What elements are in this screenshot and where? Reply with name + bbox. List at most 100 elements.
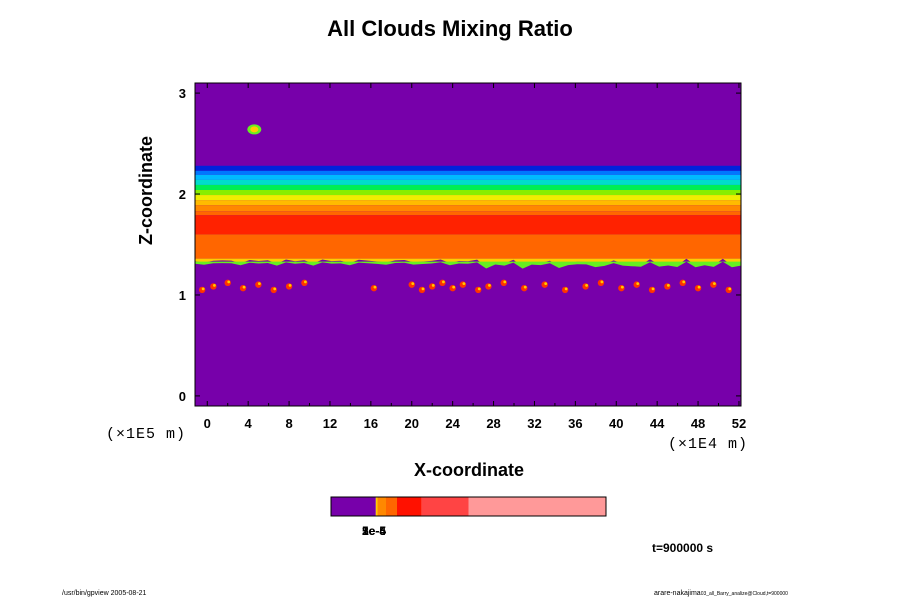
cloud-cell	[485, 283, 492, 290]
cloud-cell	[301, 279, 308, 287]
y-tick-label-3: 3	[179, 86, 186, 101]
colorbar-segment-0	[331, 497, 376, 516]
y-axis-multiplier: (×1E5 m)	[106, 426, 187, 443]
cloud-cell	[285, 283, 293, 290]
cloud-cell-core	[694, 284, 702, 292]
cloud-cell-core	[521, 284, 528, 292]
cloud-cell-core	[541, 281, 548, 288]
cloud-cell	[694, 284, 702, 292]
cloud-cell-rim	[544, 282, 548, 286]
cloud-cell-rim	[411, 282, 415, 286]
cloud-cell-core	[210, 283, 217, 290]
cloud-cell	[664, 283, 671, 290]
cloud-cell-rim	[273, 287, 277, 291]
cloud-cell-core	[725, 286, 732, 294]
cloud-cell-rim	[257, 282, 261, 286]
cloud-cell	[597, 279, 605, 287]
cloud-cell-core	[370, 284, 378, 292]
footer-left: /usr/bin/gpview 2005-08-21	[62, 590, 147, 597]
cloud-cell	[270, 286, 277, 294]
cloud-cell-rim	[585, 283, 588, 287]
cloud-band-5	[195, 189, 741, 196]
cloud-cell-core	[485, 283, 492, 290]
cloud-cell-rim	[651, 287, 655, 291]
cloud-cell-core	[255, 281, 262, 288]
colorbar-frame	[330, 496, 607, 517]
cloud-band-9	[195, 211, 741, 216]
x-tick-label-12: 48	[691, 416, 705, 431]
cloud-cell-rim	[666, 283, 670, 287]
cloud-cell-rim	[421, 287, 425, 291]
cloud-cell-core	[597, 279, 605, 287]
cloud-cell	[618, 284, 625, 292]
cloud-cell-core	[198, 286, 206, 294]
cloud-cell-core	[301, 279, 308, 287]
cloud-cell-rim	[304, 280, 307, 284]
time-annotation: t=900000 s	[652, 541, 714, 555]
cloud-cell	[582, 283, 589, 290]
colorbar-label-0: 1e-5	[362, 524, 386, 538]
plot-frame	[194, 82, 742, 407]
colorbar-segment-2	[377, 497, 386, 516]
cloud-cell-rim	[697, 285, 701, 289]
x-tick-label-1: 4	[245, 416, 253, 431]
colorbar-segment-6	[468, 497, 606, 516]
x-tick-label-7: 28	[486, 416, 500, 431]
cloud-cell-rim	[503, 280, 507, 284]
cloud-cell-rim	[242, 285, 246, 289]
cloud-cell	[561, 286, 569, 294]
cloud-cell	[679, 279, 686, 287]
cloud-cell-core	[679, 279, 686, 287]
cloud-cell-core	[449, 284, 456, 292]
cloud-cell-rim	[462, 282, 466, 286]
x-tick-label-9: 36	[568, 416, 582, 431]
cloud-cell	[255, 281, 262, 288]
cloud-cell	[648, 286, 656, 294]
cloud-cell	[439, 279, 446, 287]
footer-right-sub: 03_all_Barry_analize@Cloud,t=900000	[700, 591, 788, 597]
x-tick-label-5: 20	[405, 416, 419, 431]
x-tick-label-11: 44	[650, 416, 665, 431]
cloud-cell-rim	[600, 280, 604, 284]
cloud-cell-rim	[201, 287, 205, 291]
cloud-cell-rim	[227, 280, 231, 284]
y-tick-label-2: 2	[179, 187, 186, 202]
x-tick-label-10: 40	[609, 416, 623, 431]
cloud-cell	[459, 281, 467, 288]
cloud-cell-rim	[477, 287, 481, 291]
cloud-band-4	[195, 184, 741, 190]
cloud-cell-core	[459, 281, 467, 288]
cloud-cell-core	[408, 281, 415, 288]
cloud-cell-rim	[288, 283, 292, 287]
cloud-cell-core	[239, 284, 247, 292]
x-tick-label-13: 52	[732, 416, 746, 431]
cloud-cell	[224, 279, 231, 287]
colorbar-segment-3	[386, 497, 397, 516]
cloud-cell-core	[224, 279, 231, 287]
cloud-cell-rim	[452, 285, 456, 289]
isolated-cloud-inner	[250, 126, 259, 133]
cloud-cell-core	[285, 283, 293, 290]
cloud-band-3	[195, 179, 741, 185]
cloud-cell	[239, 284, 247, 292]
cloud-cell-core	[664, 283, 671, 290]
x-tick-label-8: 32	[527, 416, 541, 431]
cloud-band-1	[195, 170, 741, 175]
cloud-cell-core	[429, 283, 436, 290]
cloud-base-edge-green	[195, 261, 741, 269]
cloud-band-10	[195, 215, 741, 235]
cloud-cell-rim	[488, 283, 491, 287]
cloud-band-2	[195, 174, 741, 180]
cloud-cell-core	[500, 279, 507, 287]
cloud-cell	[429, 283, 436, 290]
cloud-cell	[541, 281, 548, 288]
cloud-cell-rim	[728, 287, 732, 291]
footer-right: arare-nakajima03_all_Barry_analize@Cloud…	[654, 590, 788, 597]
cloud-cell	[449, 284, 456, 292]
cloud-band-7	[195, 200, 741, 206]
y-tick-label-0: 0	[179, 389, 186, 404]
cloud-cell-core	[618, 284, 625, 292]
cloud-cell-rim	[442, 280, 445, 284]
cloud-cell	[475, 286, 482, 294]
